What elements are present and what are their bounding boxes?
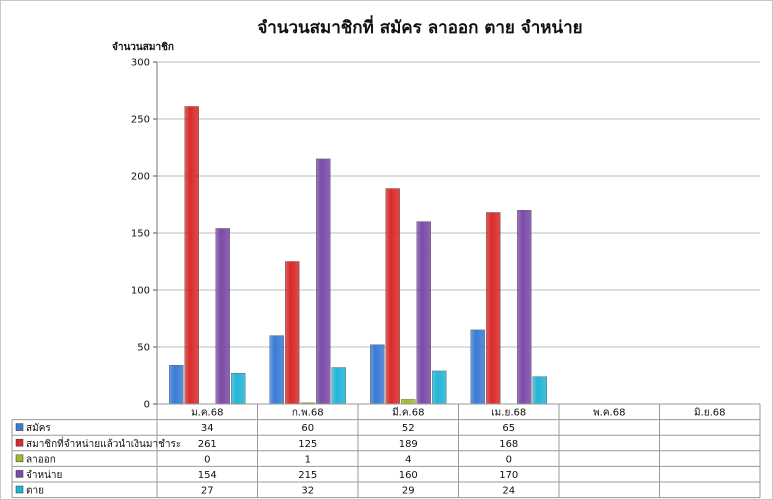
- x-category-label: ก.พ.68: [292, 408, 324, 419]
- y-tick-label: 200: [131, 172, 150, 183]
- bar: [285, 261, 300, 405]
- data-label: 154: [198, 470, 217, 481]
- x-category-label: ม.ค.68: [191, 408, 223, 419]
- bar: [184, 106, 199, 405]
- chart-title: จำนวนสมาชิกที่ สมัคร ลาออก ตาย จำหน่าย: [257, 18, 583, 38]
- bar: [385, 188, 400, 405]
- bar: [370, 344, 385, 405]
- bar: [486, 212, 501, 405]
- data-label: 29: [402, 486, 415, 497]
- y-tick-label: 300: [131, 58, 150, 69]
- x-category-label: เม.ย.68: [491, 408, 526, 419]
- bar: [316, 158, 331, 405]
- data-label: 215: [298, 470, 317, 481]
- y-tick-label: 250: [131, 115, 150, 126]
- bar: [231, 373, 246, 405]
- legend-swatch: [15, 470, 24, 478]
- y-axis-title: จำนวนสมาชิก: [112, 42, 174, 53]
- data-label: 65: [502, 423, 515, 434]
- data-label: 52: [402, 423, 415, 434]
- y-tick-label: 150: [131, 229, 150, 240]
- y-tick-label: 100: [131, 286, 150, 297]
- bar: [517, 209, 532, 405]
- data-label: 0: [506, 454, 512, 465]
- data-label: 1: [305, 454, 311, 465]
- data-label: 24: [502, 486, 515, 497]
- y-tick-label: 0: [144, 400, 150, 411]
- data-label: 170: [499, 470, 518, 481]
- bar: [401, 399, 416, 405]
- data-label: 4: [405, 454, 411, 465]
- bar: [169, 365, 184, 405]
- bar: [215, 228, 230, 405]
- legend-label: ตาย: [26, 486, 44, 497]
- bar: [269, 335, 284, 405]
- bar: [470, 329, 485, 405]
- bar: [432, 370, 447, 405]
- x-category-label: มี.ค.68: [392, 407, 424, 419]
- legend-swatch: [15, 454, 24, 463]
- data-label: 27: [201, 486, 214, 497]
- legend-swatch: [15, 485, 24, 494]
- data-label: 189: [399, 439, 418, 450]
- legend-label: ลาออก: [26, 454, 56, 465]
- data-label: 34: [201, 423, 214, 434]
- legend-label: จำหน่าย: [26, 470, 62, 481]
- data-label: 160: [399, 470, 418, 481]
- legend-label: สมาชิกที่จำหน่ายแล้วนำเงินมาชำระ: [26, 436, 181, 450]
- legend-swatch: [15, 438, 24, 447]
- data-label: 0: [204, 454, 210, 465]
- data-label: 32: [301, 486, 314, 497]
- y-tick-label: 50: [137, 343, 150, 354]
- data-label: 125: [298, 439, 317, 450]
- bar: [331, 367, 346, 405]
- legend-label: สมัคร: [26, 423, 51, 434]
- data-label: 60: [301, 423, 314, 434]
- x-category-label: มิ.ย.68: [694, 408, 726, 419]
- legend-swatch: [15, 423, 24, 431]
- bar: [416, 221, 431, 405]
- data-label: 261: [198, 439, 217, 450]
- x-category-label: พ.ค.68: [593, 408, 625, 419]
- bar: [532, 376, 547, 405]
- data-label: 168: [499, 439, 518, 450]
